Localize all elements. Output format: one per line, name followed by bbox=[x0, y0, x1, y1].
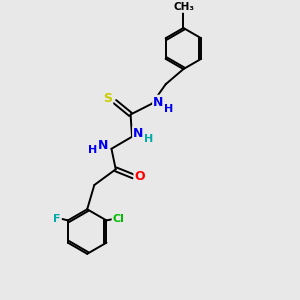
Text: O: O bbox=[134, 170, 145, 183]
Text: S: S bbox=[103, 92, 112, 105]
Text: H: H bbox=[88, 145, 98, 155]
Text: Cl: Cl bbox=[112, 214, 124, 224]
Text: N: N bbox=[133, 127, 143, 140]
Text: F: F bbox=[53, 214, 61, 224]
Text: H: H bbox=[164, 104, 173, 114]
Text: H: H bbox=[144, 134, 153, 144]
Text: N: N bbox=[98, 140, 109, 152]
Text: N: N bbox=[153, 96, 164, 109]
Text: CH₃: CH₃ bbox=[173, 2, 194, 12]
